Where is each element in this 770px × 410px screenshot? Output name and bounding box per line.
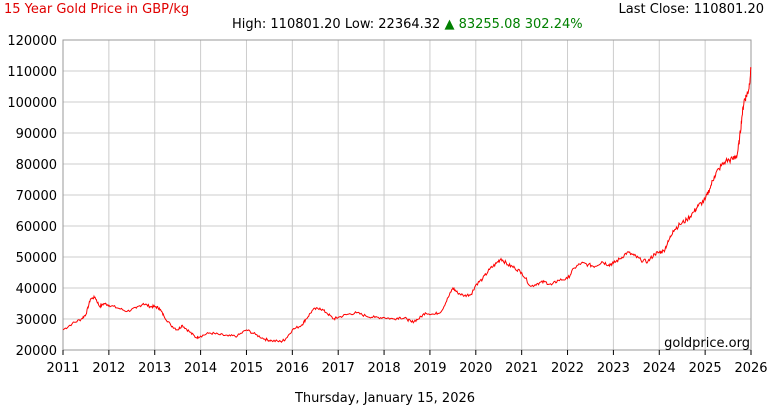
x-tick-label: 2021 bbox=[505, 361, 538, 376]
high-value: 110801.20 bbox=[270, 17, 341, 32]
y-tick-label: 20000 bbox=[16, 344, 57, 359]
x-tick-label: 2014 bbox=[184, 361, 217, 376]
y-tick-label: 50000 bbox=[16, 251, 57, 266]
x-axis-ticks: 2011 2012 2013 2014 2015 2016 2017 2018 2019 2020… bbox=[46, 350, 768, 376]
y-tick-label: 100000 bbox=[7, 96, 57, 111]
x-tick-label: 2024 bbox=[643, 361, 676, 376]
x-tick-label: 2025 bbox=[689, 361, 722, 376]
high-label: High: bbox=[232, 17, 267, 32]
y-tick-label: 80000 bbox=[16, 158, 57, 173]
x-tick-label: 2020 bbox=[459, 361, 492, 376]
x-tick-label: 2017 bbox=[322, 361, 355, 376]
y-axis-ticks: 20000 30000 40000 50000 60000 70000 80000 90000… bbox=[7, 34, 57, 359]
change-value: 83255.08 bbox=[458, 17, 521, 32]
y-tick-label: 40000 bbox=[16, 282, 57, 297]
plot-frame bbox=[62, 39, 752, 351]
up-arrow-icon: ▲ bbox=[444, 17, 455, 32]
y-tick-label: 60000 bbox=[16, 220, 57, 235]
low-value: 22364.32 bbox=[378, 17, 441, 32]
grid bbox=[62, 39, 752, 351]
x-tick-label: 2022 bbox=[551, 361, 584, 376]
x-tick-label: 2026 bbox=[734, 361, 767, 376]
price-stats: High: 110801.20 Low: 22364.32 ▲ 83255.08… bbox=[232, 17, 583, 32]
chart-title: 15 Year Gold Price in GBP/kg bbox=[4, 2, 190, 17]
x-tick-label: 2016 bbox=[276, 361, 309, 376]
y-tick-label: 90000 bbox=[16, 127, 57, 142]
last-close-label: Last Close: bbox=[618, 2, 690, 17]
price-line bbox=[62, 67, 752, 344]
footer-date: Thursday, January 15, 2026 bbox=[294, 391, 476, 406]
x-tick-label: 2023 bbox=[597, 361, 630, 376]
x-tick-label: 2015 bbox=[230, 361, 263, 376]
x-tick-label: 2012 bbox=[92, 361, 125, 376]
y-tick-label: 120000 bbox=[7, 34, 57, 49]
last-close-value: 110801.20 bbox=[693, 2, 764, 17]
low-label: Low: bbox=[344, 17, 375, 32]
x-tick-label: 2011 bbox=[46, 361, 79, 376]
y-tick-label: 70000 bbox=[16, 189, 57, 204]
y-tick-label: 110000 bbox=[7, 65, 57, 80]
change-percent: 302.24% bbox=[524, 17, 583, 32]
x-tick-label: 2013 bbox=[138, 361, 171, 376]
x-tick-label: 2019 bbox=[413, 361, 446, 376]
x-tick-label: 2018 bbox=[368, 361, 401, 376]
last-close: Last Close: 110801.20 bbox=[619, 2, 764, 17]
y-tick-label: 30000 bbox=[16, 313, 57, 328]
watermark: goldprice.org bbox=[664, 336, 750, 351]
